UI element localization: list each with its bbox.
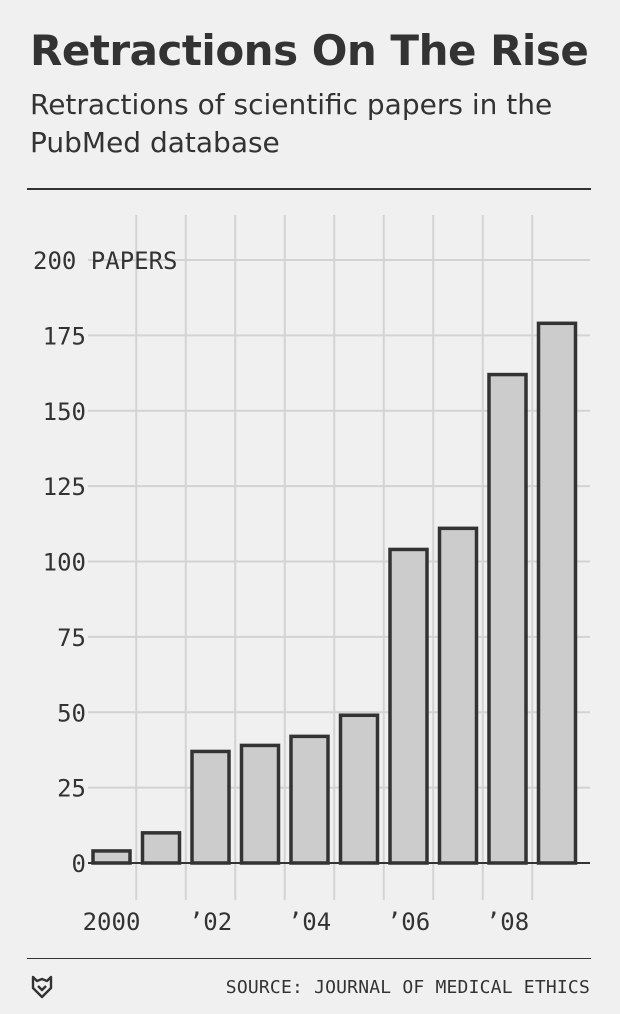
bar [487,372,528,865]
bar-chart: 0 25 50 75 100 125 150 175 200 PAPERS 2000 ’02 ’04 ’… [33,215,590,936]
y-tick-label: 200 PAPERS [33,247,178,275]
x-tick-label: ’08 [486,908,529,936]
y-tick-label: 125 [43,473,86,501]
source-note: SOURCE: JOURNAL OF MEDICAL ETHICS [225,977,590,998]
bar [338,713,380,865]
bar [388,547,429,865]
bar [289,734,330,865]
bar [190,749,231,865]
y-tick-label: 150 [43,398,86,426]
x-tick-label: ’02 [189,908,232,936]
chart-title: Retractions On The Rise [30,26,589,75]
bar [536,321,578,865]
bar [239,743,281,865]
top-divider [27,188,591,190]
fivethirtyeight-fox-icon [31,975,53,999]
bottom-divider [27,958,591,959]
y-tick-label: 50 [57,699,86,727]
y-tick-label: 25 [57,775,86,803]
y-tick-label: 0 [72,850,86,878]
y-tick-label: 75 [57,624,86,652]
bar [140,831,182,865]
chart-subtitle: Retractions of scientific papers in the … [30,88,553,159]
x-tick-label: ’06 [387,908,430,936]
bar [437,526,479,865]
y-tick-label: 100 [43,549,86,577]
y-tick-label: 175 [43,322,86,350]
x-tick-label: 2000 [83,908,141,936]
bar [91,849,132,865]
x-tick-label: ’04 [288,908,331,936]
